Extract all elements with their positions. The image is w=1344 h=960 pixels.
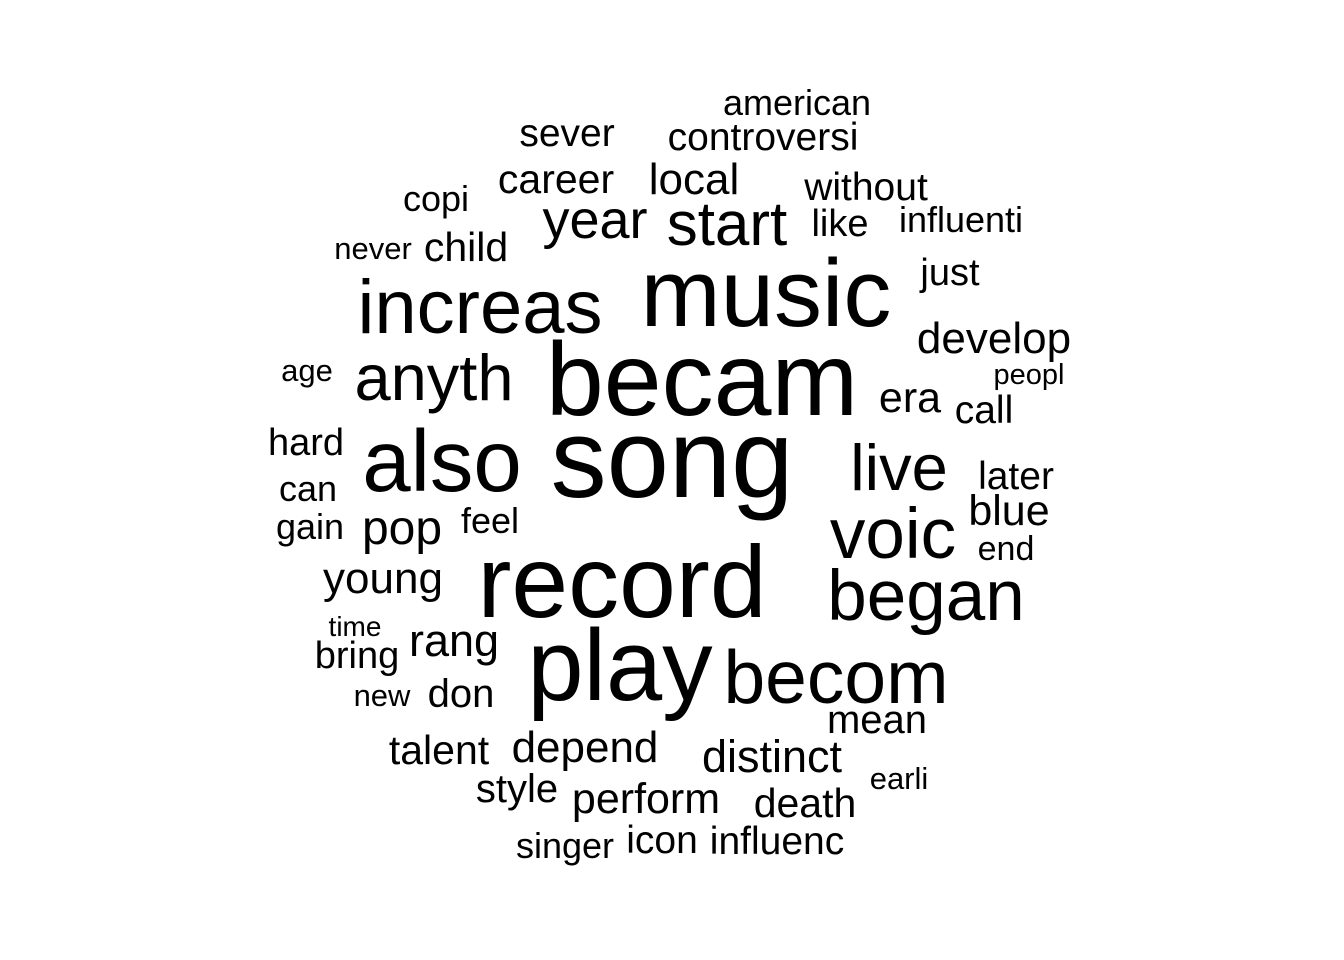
word-end: end	[978, 530, 1035, 568]
word-age: age	[281, 353, 333, 388]
word-distinct: distinct	[702, 731, 843, 782]
word-like: like	[811, 203, 868, 245]
word-influenc: influenc	[710, 820, 844, 863]
word-develop: develop	[917, 314, 1071, 363]
word-don: don	[428, 672, 495, 716]
word-new: new	[354, 678, 411, 713]
word-without: without	[803, 166, 928, 209]
word-controversi: controversi	[668, 116, 859, 159]
word-increas: increas	[358, 265, 603, 350]
word-also: also	[362, 413, 522, 510]
word-style: style	[476, 767, 558, 811]
word-can: can	[279, 468, 337, 509]
word-perform: perform	[572, 775, 720, 823]
word-music: music	[641, 240, 892, 347]
word-began: began	[827, 557, 1024, 636]
word-icon: icon	[626, 819, 698, 862]
word-singer: singer	[516, 825, 614, 866]
word-career: career	[498, 156, 614, 202]
word-never: never	[334, 231, 412, 266]
word-copi: copi	[403, 178, 469, 219]
word-era: era	[879, 374, 941, 422]
word-death: death	[754, 780, 857, 826]
word-year: year	[542, 190, 647, 250]
word-anyth: anyth	[354, 341, 513, 414]
word-live: live	[850, 431, 948, 504]
word-pop: pop	[362, 502, 442, 555]
word-song: song	[551, 396, 794, 521]
word-mean: mean	[827, 698, 927, 742]
word-rang: rang	[409, 615, 499, 666]
word-talent: talent	[389, 727, 490, 773]
word-start: start	[667, 190, 788, 259]
word-blue: blue	[968, 487, 1049, 535]
word-call: call	[955, 389, 1014, 432]
word-just: just	[919, 252, 980, 294]
word-peopl: peopl	[994, 359, 1065, 391]
word-american: american	[723, 82, 871, 123]
word-play: play	[527, 610, 713, 722]
word-young: young	[323, 554, 443, 603]
word-earli: earli	[870, 761, 929, 796]
word-sever: sever	[519, 112, 614, 155]
word-becom: becom	[723, 635, 948, 719]
word-feel: feel	[461, 500, 519, 541]
word-bring: bring	[315, 635, 400, 677]
word-gain: gain	[276, 506, 344, 547]
word-local: local	[649, 155, 740, 204]
word-hard: hard	[268, 422, 344, 464]
word-later: later	[978, 455, 1054, 498]
word-record: record	[477, 525, 766, 639]
word-voic: voic	[830, 495, 956, 574]
word-influenti: influenti	[899, 199, 1023, 240]
word-child: child	[424, 224, 508, 270]
word-becam: becam	[546, 322, 858, 438]
word-time: time	[329, 611, 382, 642]
word-depend: depend	[512, 723, 659, 772]
